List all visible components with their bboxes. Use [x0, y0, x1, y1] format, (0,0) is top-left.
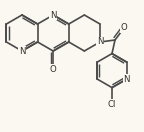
- Text: Cl: Cl: [108, 100, 116, 109]
- Text: N: N: [19, 46, 25, 55]
- Text: N: N: [50, 11, 56, 20]
- Text: O: O: [50, 65, 57, 74]
- Text: N: N: [97, 37, 103, 46]
- Text: O: O: [121, 23, 127, 32]
- Text: N: N: [123, 75, 130, 84]
